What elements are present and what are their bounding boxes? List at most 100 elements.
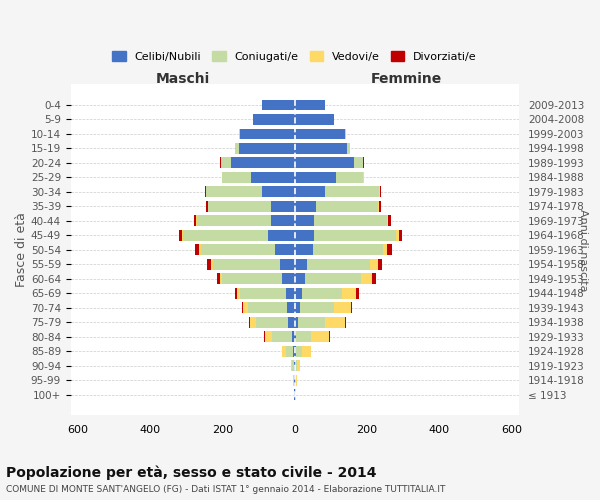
Bar: [242, 302, 244, 314]
Bar: [313, 244, 383, 256]
Text: Femmine: Femmine: [371, 72, 442, 86]
Bar: [205, 186, 206, 198]
Bar: [248, 302, 287, 314]
Bar: [286, 346, 293, 357]
Bar: [347, 143, 350, 154]
Text: Popolazione per età, sesso e stato civile - 2014: Popolazione per età, sesso e stato civil…: [6, 465, 377, 479]
Bar: [282, 346, 286, 357]
Bar: [354, 158, 363, 168]
Bar: [388, 244, 392, 256]
Bar: [256, 317, 288, 328]
Bar: [244, 302, 248, 314]
Bar: [300, 302, 334, 314]
Bar: [199, 244, 201, 256]
Bar: [295, 317, 298, 328]
Bar: [325, 317, 345, 328]
Bar: [302, 346, 311, 357]
Bar: [295, 332, 296, 342]
Bar: [356, 288, 359, 299]
Bar: [253, 114, 295, 125]
Bar: [262, 100, 295, 110]
Bar: [235, 288, 237, 299]
Bar: [287, 302, 295, 314]
Bar: [196, 216, 197, 226]
Bar: [307, 259, 370, 270]
Bar: [196, 244, 199, 256]
Bar: [197, 216, 271, 226]
Bar: [201, 244, 275, 256]
Bar: [206, 186, 262, 198]
Bar: [182, 230, 268, 241]
Bar: [295, 302, 300, 314]
Bar: [275, 244, 295, 256]
Bar: [383, 244, 388, 256]
Bar: [208, 201, 271, 212]
Bar: [297, 360, 300, 372]
Bar: [377, 259, 382, 270]
Bar: [288, 317, 295, 328]
Bar: [295, 274, 305, 284]
Bar: [295, 360, 297, 372]
Bar: [241, 128, 295, 140]
Bar: [295, 201, 316, 212]
Bar: [250, 317, 256, 328]
Bar: [194, 216, 196, 226]
Bar: [334, 302, 350, 314]
Bar: [262, 186, 295, 198]
Bar: [295, 259, 307, 270]
Bar: [293, 346, 295, 357]
Bar: [271, 216, 295, 226]
Bar: [207, 259, 211, 270]
Bar: [314, 230, 396, 241]
Bar: [380, 186, 382, 198]
Bar: [237, 288, 241, 299]
Bar: [311, 332, 329, 342]
Bar: [280, 259, 295, 270]
Bar: [295, 288, 302, 299]
Bar: [294, 360, 295, 372]
Bar: [345, 317, 346, 328]
Bar: [298, 317, 325, 328]
Bar: [372, 274, 376, 284]
Bar: [235, 143, 239, 154]
Bar: [282, 274, 295, 284]
Bar: [292, 360, 294, 372]
Bar: [268, 230, 295, 241]
Bar: [206, 201, 208, 212]
Bar: [295, 143, 347, 154]
Bar: [239, 143, 295, 154]
Bar: [295, 100, 325, 110]
Bar: [388, 216, 391, 226]
Bar: [265, 332, 272, 342]
Bar: [295, 172, 336, 183]
Bar: [295, 114, 334, 125]
Bar: [377, 201, 379, 212]
Bar: [396, 230, 398, 241]
Legend: Celibi/Nubili, Coniugati/e, Vedovi/e, Divorziati/e: Celibi/Nubili, Coniugati/e, Vedovi/e, Di…: [108, 47, 481, 66]
Bar: [241, 288, 286, 299]
Bar: [336, 172, 363, 183]
Bar: [316, 201, 377, 212]
Bar: [295, 158, 354, 168]
Bar: [295, 346, 296, 357]
Bar: [379, 186, 380, 198]
Bar: [286, 288, 295, 299]
Bar: [314, 216, 387, 226]
Bar: [295, 216, 314, 226]
Bar: [341, 288, 356, 299]
Bar: [345, 128, 346, 140]
Bar: [296, 332, 311, 342]
Bar: [264, 332, 265, 342]
Bar: [295, 230, 314, 241]
Bar: [232, 158, 295, 168]
Bar: [220, 274, 223, 284]
Bar: [221, 172, 223, 183]
Bar: [292, 332, 295, 342]
Bar: [350, 302, 352, 314]
Text: COMUNE DI MONTE SANT'ANGELO (FG) - Dati ISTAT 1° gennaio 2014 - Elaborazione TUT: COMUNE DI MONTE SANT'ANGELO (FG) - Dati …: [6, 485, 445, 494]
Bar: [295, 244, 313, 256]
Bar: [398, 230, 402, 241]
Bar: [291, 360, 292, 372]
Bar: [295, 186, 325, 198]
Bar: [305, 274, 361, 284]
